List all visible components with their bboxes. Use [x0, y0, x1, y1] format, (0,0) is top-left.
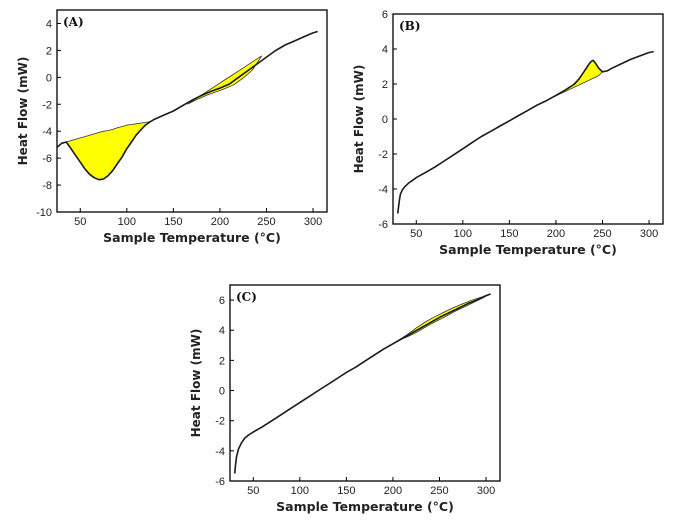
x-tick-label: 300 — [304, 216, 322, 228]
heat-flow-curve — [396, 50, 654, 214]
y-tick-label: -8 — [42, 180, 52, 192]
x-tick-label: 250 — [430, 485, 448, 497]
x-axis-label: Sample Temperature (°C) — [276, 499, 454, 514]
x-tick-label: 100 — [291, 485, 309, 497]
y-axis-label: Heat Flow (mW) — [16, 57, 30, 166]
y-tick-label: -4 — [378, 184, 388, 196]
chart-panel: 50 100 150 200 250 300 -6 -4 -2 0 2 4 6 (B) Sample Tem… — [352, 9, 664, 257]
plot-frame — [392, 13, 664, 225]
shaded-peak-area — [187, 55, 263, 105]
shaded-peak-area — [551, 59, 604, 99]
x-axis-label: Sample Temperature (°C) — [439, 242, 617, 257]
panel-label: (B) — [399, 19, 421, 33]
y-tick-label: 4 — [46, 18, 52, 30]
y-tick-label: 2 — [382, 79, 388, 91]
y-tick-label: -10 — [36, 207, 52, 219]
y-tick-label: -4 — [42, 126, 52, 138]
y-tick-label: -6 — [378, 219, 388, 231]
x-tick-label: 250 — [257, 216, 275, 228]
x-tick-label: 200 — [547, 228, 565, 240]
x-tick-label: 250 — [593, 228, 611, 240]
y-axis-label: Heat Flow (mW) — [352, 65, 366, 174]
y-tick-label: 2 — [219, 355, 225, 367]
x-tick-label: 100 — [454, 228, 472, 240]
x-tick-label: 50 — [74, 216, 86, 228]
heat-flow-curve — [233, 293, 491, 474]
x-tick-label: 300 — [640, 228, 658, 240]
y-tick-label: 6 — [219, 295, 225, 307]
plot-frame — [229, 284, 501, 482]
plot-frame — [56, 9, 328, 213]
y-tick-label: 6 — [382, 9, 388, 21]
y-tick-label: -2 — [378, 149, 388, 161]
x-tick-label: 200 — [384, 485, 402, 497]
y-tick-label: -2 — [42, 99, 52, 111]
y-tick-label: -6 — [215, 476, 225, 488]
y-axis-label: Heat Flow (mW) — [189, 329, 203, 438]
x-tick-label: 100 — [118, 216, 136, 228]
shaded-peak-area — [65, 121, 151, 181]
panel-label: (C) — [236, 290, 257, 304]
y-tick-label: 0 — [219, 386, 225, 398]
x-tick-label: 200 — [211, 216, 229, 228]
chart-panel: 50 100 150 200 250 300 -6 -4 -2 0 2 4 6 (C) Sample Tem… — [189, 284, 501, 514]
x-tick-label: 150 — [500, 228, 518, 240]
heat-flow-curve — [56, 30, 318, 181]
x-tick-label: 150 — [164, 216, 182, 228]
x-tick-label: 300 — [477, 485, 495, 497]
x-tick-label: 50 — [247, 485, 259, 497]
chart-panel: 50 100 150 200 250 300 -10 -8 -6 -4 -2 0 2 4 (A) Sample… — [16, 9, 328, 245]
x-axis-label: Sample Temperature (°C) — [103, 230, 281, 245]
y-tick-label: 2 — [46, 45, 52, 57]
x-tick-label: 50 — [410, 228, 422, 240]
y-tick-label: 4 — [219, 325, 225, 337]
panel-label: (A) — [63, 15, 84, 29]
y-tick-label: 0 — [382, 114, 388, 126]
y-tick-label: 0 — [46, 72, 52, 84]
y-tick-label: -6 — [42, 153, 52, 165]
y-tick-label: -2 — [215, 416, 225, 428]
y-tick-label: -4 — [215, 446, 225, 458]
x-tick-label: 150 — [337, 485, 355, 497]
y-tick-label: 4 — [382, 44, 388, 56]
